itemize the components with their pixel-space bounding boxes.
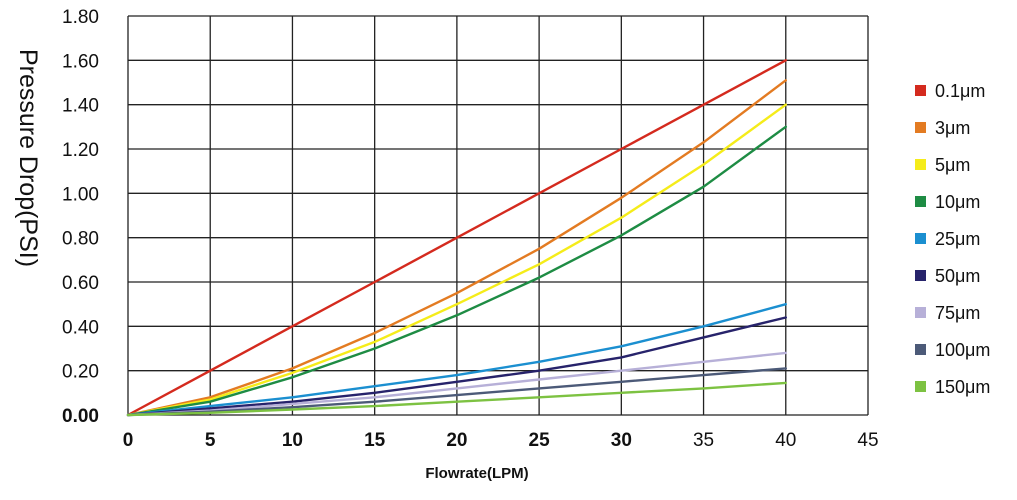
series-line bbox=[126, 79, 787, 417]
legend-swatch bbox=[915, 85, 926, 96]
x-tick-label: 20 bbox=[446, 430, 467, 451]
y-tick-label: 1.40 bbox=[62, 96, 99, 117]
y-tick-label: 1.80 bbox=[62, 7, 99, 28]
x-tick-label: 15 bbox=[364, 430, 386, 451]
y-tick-label: 0.00 bbox=[62, 406, 99, 427]
y-tick-label: 0.40 bbox=[62, 317, 99, 338]
y-tick-label: 1.00 bbox=[62, 184, 99, 205]
y-tick-label: 0.80 bbox=[62, 229, 99, 250]
x-tick-label: 35 bbox=[693, 430, 714, 451]
legend-swatch bbox=[915, 159, 926, 170]
series-line bbox=[126, 381, 787, 417]
legend-label: 0.1μm bbox=[935, 81, 985, 101]
legend-swatch bbox=[915, 233, 926, 244]
series-line bbox=[126, 367, 787, 417]
x-axis-ticks: 0 5 10 15 20 25 30 35 40 45 bbox=[123, 430, 879, 451]
x-tick-label: 10 bbox=[282, 430, 303, 451]
y-tick-label: 1.60 bbox=[62, 51, 99, 72]
x-tick-label: 45 bbox=[857, 430, 878, 451]
legend-label: 150μm bbox=[935, 377, 990, 397]
series-line bbox=[126, 303, 787, 417]
legend-label: 10μm bbox=[935, 192, 980, 212]
x-tick-label: 25 bbox=[529, 430, 551, 451]
legend-swatch bbox=[915, 381, 926, 392]
series-line bbox=[126, 125, 787, 417]
y-axis-ticks: 0.00 0.20 0.40 0.60 0.80 1.00 1.20 1.40 1.60 1.80 bbox=[62, 7, 99, 427]
series-line bbox=[126, 316, 787, 417]
legend-label: 100μm bbox=[935, 340, 990, 360]
chart-series bbox=[126, 59, 787, 417]
legend-label: 25μm bbox=[935, 229, 980, 249]
chart-legend: 0.1μm 3μm 5μm 10μm 25μm 50μm 75μm 100μm 150μm bbox=[915, 81, 990, 397]
x-tick-label: 5 bbox=[205, 430, 216, 451]
series-line bbox=[126, 103, 787, 417]
legend-label: 3μm bbox=[935, 118, 970, 138]
legend-label: 75μm bbox=[935, 303, 980, 323]
y-tick-label: 0.60 bbox=[62, 273, 99, 294]
y-tick-label: 0.20 bbox=[62, 362, 99, 383]
legend-label: 5μm bbox=[935, 155, 970, 175]
x-tick-label: 40 bbox=[775, 430, 796, 451]
series-line bbox=[126, 59, 787, 417]
x-tick-label: 0 bbox=[123, 430, 134, 451]
y-tick-label: 1.20 bbox=[62, 140, 99, 161]
legend-swatch bbox=[915, 307, 926, 318]
legend-label: 50μm bbox=[935, 266, 980, 286]
series-line bbox=[126, 351, 787, 417]
x-tick-label: 30 bbox=[611, 430, 632, 451]
x-axis-label: Flowrate(LPM) bbox=[425, 465, 528, 482]
legend-swatch bbox=[915, 122, 926, 133]
legend-swatch bbox=[915, 344, 926, 355]
legend-swatch bbox=[915, 196, 926, 207]
y-axis-label: Pressure Drop(PSI) bbox=[14, 49, 42, 267]
legend-swatch bbox=[915, 270, 926, 281]
